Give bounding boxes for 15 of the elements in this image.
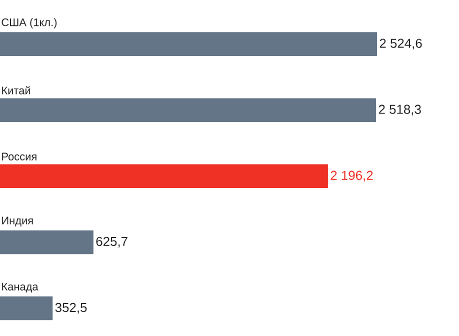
y-tick-label: Индия (2, 216, 33, 226)
data-label: 2 196,2 (330, 170, 373, 182)
y-tick-label: Россия (2, 152, 36, 160)
bar (0, 32, 378, 56)
bar (0, 164, 328, 188)
data-label: 2 524,6 (380, 38, 422, 50)
bar (0, 296, 53, 320)
bar (0, 98, 376, 122)
data-label: 352,5 (55, 302, 87, 314)
data-label: 2 518,3 (378, 104, 421, 116)
data-label: 625,7 (96, 236, 128, 248)
y-tick-label: США (1кл.) (2, 18, 57, 28)
y-tick-label: Китай (2, 86, 30, 94)
y-tick-label: Канада (2, 282, 38, 293)
bar (0, 230, 94, 254)
